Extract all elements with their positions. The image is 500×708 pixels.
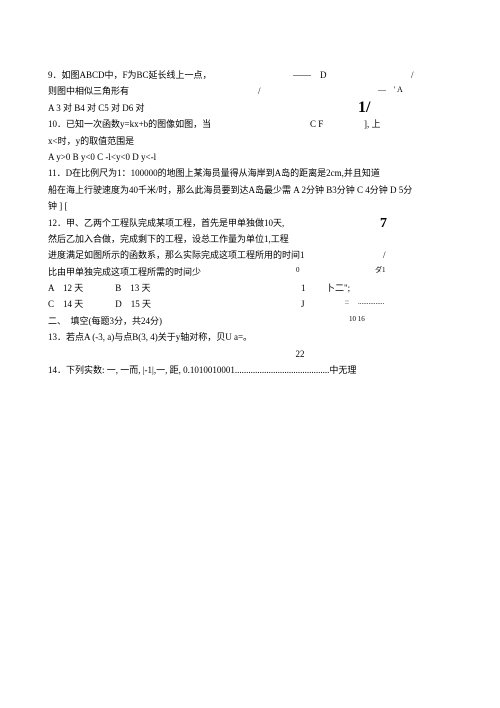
q9-line3: A 3 对 B4 对 C5 对 D6 对 1/ <box>48 101 452 115</box>
q11-line1: 11．D在比例尺为1：100000的地图上某海员量得从海岸到A岛的距离是2cm,… <box>48 166 452 180</box>
q12-ab-mark1: 1 <box>301 281 306 295</box>
q13-line: 13．若点A (-3, a)与点B(3, 4)关于y轴对称，贝U a=。 <box>48 330 452 344</box>
page-number: 22 <box>296 347 305 361</box>
q11-line1-text: 11．D在比例尺为1：100000的地图上某海员量得从海岸到A岛的距离是2cm,… <box>48 168 380 178</box>
q9-line1-mark2: D <box>320 68 327 82</box>
q10-line1-mark2: ], 上 <box>364 117 381 131</box>
q10-options: A y>0 B y<0 C -l<y<0 D y<-l <box>48 152 156 162</box>
q14-text-right: 中无理 <box>329 365 356 375</box>
q10-line1-mark1: C F <box>310 117 323 131</box>
q10-line2-text: x<时，y的取值范围是 <box>48 136 134 146</box>
q9-line1-text: 9．如图ABCD中，F为BC延长线上一点， <box>48 70 212 80</box>
q9-line2: 则图中相似三角形有 / — ' A <box>48 84 452 98</box>
q12-option-a: A 12 天 <box>48 281 113 295</box>
q14-line: 14．下列实数: 一, 一而, |-1|,一, 距, 0.1010010001.… <box>48 363 452 377</box>
q10-line1: 10．已知一次函数y=kx+b的图像如图，当 C F ], 上 <box>48 117 452 131</box>
q9-options: A 3 对 B4 对 C5 对 D6 对 <box>48 103 145 113</box>
q12-line4: 比由甲单独完成这项工程所需的时间少 0 ダ1 <box>48 265 452 279</box>
q14-dots: ........................................… <box>235 365 330 375</box>
q12-option-d: D 15 天 <box>115 297 151 311</box>
q9-line2-text: 则图中相似三角形有 <box>48 86 129 96</box>
q12-line1-text: 12．甲、乙两个工程队完成某项工程，首先是甲单独做10天, <box>48 218 284 228</box>
q12-line3-text: 进度满足如图所示的函数系，那么实际完成这项工程所用的时间1 <box>48 250 305 260</box>
q11-line3: 钟 ] [ <box>48 199 452 213</box>
q12-line3: 进度满足如图所示的函数系，那么实际完成这项工程所用的时间1 / <box>48 248 452 262</box>
section2-title: 二、 填空(每题3分，共24分) 10 16 <box>48 314 452 328</box>
q12-options-cd: C 14 天 D 15 天 J :: ............... <box>48 297 452 311</box>
q12-option-c: C 14 天 <box>48 297 113 311</box>
page-number-line: 22 <box>48 347 452 361</box>
q12-line4-text: 比由甲单独完成这项工程所需的时间少 <box>48 267 201 277</box>
q10-line2: x<时，y的取值范围是 <box>48 134 452 148</box>
q12-line1: 12．甲、乙两个工程队完成某项工程，首先是甲单独做10天, 7 <box>48 216 452 230</box>
q12-line2: 然后乙加入合做，完成剩下的工程，设总工作量为单位1,工程 <box>48 232 452 246</box>
q12-options-ab: A 12 天 B 13 天 1 卜二"; <box>48 281 452 295</box>
q12-line3-mark: / <box>383 248 386 262</box>
q9-line2-mark2: — ' A <box>378 84 403 97</box>
q12-line4-mark1: 0 <box>296 265 300 276</box>
q13-text: 13．若点A (-3, a)与点B(3, 4)关于y轴对称，贝U a=。 <box>48 332 252 342</box>
q10-line1-text: 10．已知一次函数y=kx+b的图像如图，当 <box>48 119 211 129</box>
q11-line3-text: 钟 ] [ <box>48 201 68 211</box>
q9-line1-mark3: / <box>411 68 414 82</box>
q12-line4-mark2: ダ1 <box>375 265 386 276</box>
q12-ab-mark2: 卜二"; <box>326 281 350 295</box>
q12-option-b: B 13 天 <box>115 281 150 295</box>
q11-line2-text: 船在海上行驶速度为40千米/时，那么此海员要到达A岛最少需 A 2分钟 B3分钟… <box>48 185 412 195</box>
q14-text-left: 14．下列实数: 一, 一而, |-1|,一, 距, 0.1010010001 <box>48 365 235 375</box>
q9-line1: 9．如图ABCD中，F为BC延长线上一点， —— D / <box>48 68 452 82</box>
q12-cd-mark3: ............... <box>358 297 384 308</box>
q9-line1-mark1: —— <box>293 68 311 82</box>
section2-mark: 10 16 <box>349 314 365 325</box>
q12-cd-mark2: :: <box>345 297 349 308</box>
q11-line2: 船在海上行驶速度为40千米/时，那么此海员要到达A岛最少需 A 2分钟 B3分钟… <box>48 183 452 197</box>
q9-line2-mark1: / <box>258 84 261 98</box>
q12-line2-text: 然后乙加入合做，完成剩下的工程，设总工作量为单位1,工程 <box>48 234 289 244</box>
q12-cd-mark1: J <box>301 297 305 311</box>
section2-title-text: 二、 填空(每题3分，共24分) <box>48 316 162 326</box>
q10-line3: A y>0 B y<0 C -l<y<0 D y<-l <box>48 150 452 164</box>
